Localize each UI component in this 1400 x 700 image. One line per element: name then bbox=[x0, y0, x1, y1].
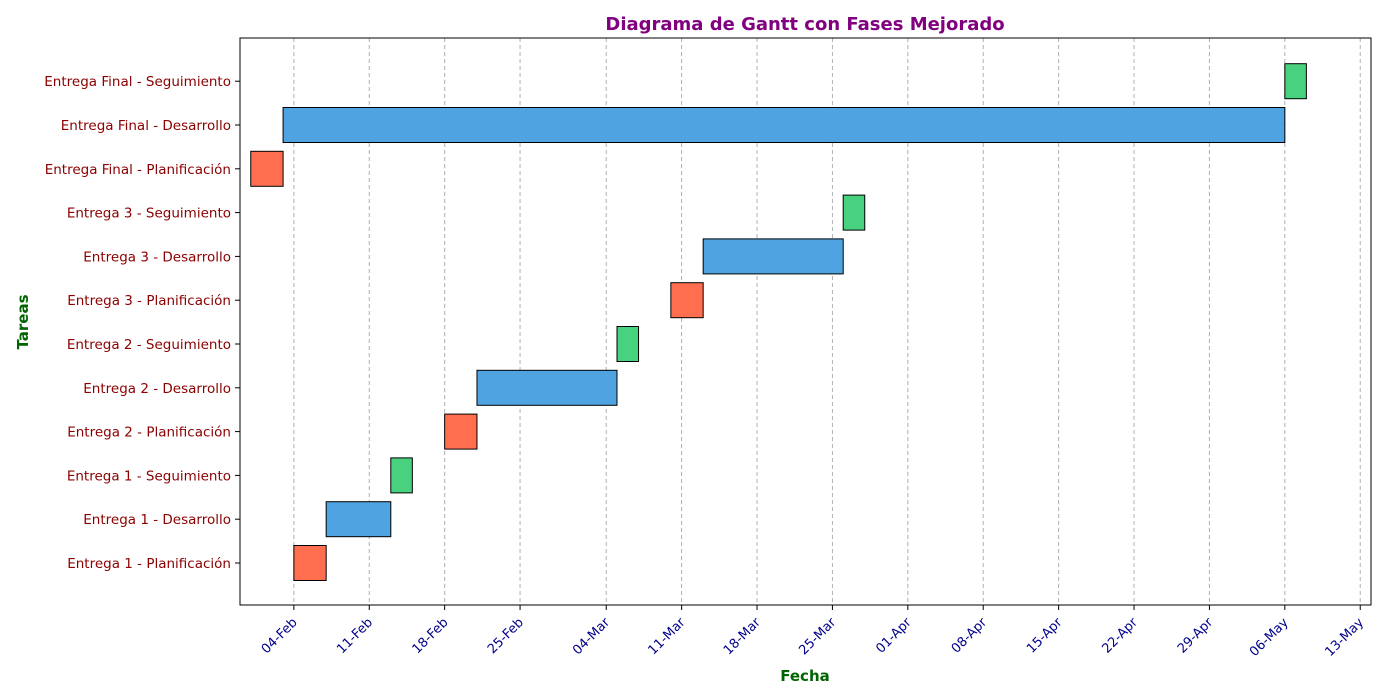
plot-frame bbox=[239, 37, 1372, 606]
gantt-bar bbox=[616, 326, 640, 362]
gantt-bars bbox=[250, 63, 1307, 581]
gantt-bar bbox=[842, 194, 866, 231]
y-axis-label: Tareas bbox=[14, 294, 32, 349]
y-tick-label: Entrega 2 - Planificación bbox=[67, 425, 231, 441]
y-tick-label: Entrega 2 - Seguimiento bbox=[67, 337, 231, 353]
gantt-bar bbox=[670, 282, 704, 319]
y-tick-label: Entrega 3 - Planificación bbox=[67, 293, 231, 309]
gantt-bar bbox=[1284, 63, 1307, 100]
gantt-bar bbox=[444, 413, 478, 450]
gantt-bar bbox=[293, 545, 327, 581]
y-tick-label: Entrega Final - Planificación bbox=[45, 162, 231, 178]
y-ticks: Entrega 1 - Planificación Entrega 1 - Des… bbox=[44, 74, 240, 572]
y-tick-label: Entrega Final - Desarrollo bbox=[61, 118, 231, 134]
gantt-bar bbox=[250, 150, 284, 187]
y-tick-label: Entrega 3 - Desarrollo bbox=[83, 249, 231, 265]
gantt-bar bbox=[476, 369, 618, 406]
y-tick-label: Entrega 1 - Planificación bbox=[67, 556, 231, 572]
x-axis-label: Fecha bbox=[780, 667, 830, 685]
gantt-bar bbox=[702, 238, 844, 275]
y-tick-label: Entrega Final - Seguimiento bbox=[44, 74, 231, 90]
gantt-bar bbox=[390, 457, 413, 494]
chart-title: Diagrama de Gantt con Fases Mejorado bbox=[605, 14, 1004, 35]
gantt-bar bbox=[282, 107, 1286, 143]
y-tick-label: Entrega 2 - Desarrollo bbox=[83, 381, 231, 397]
y-tick-label: Entrega 1 - Desarrollo bbox=[83, 512, 231, 528]
y-tick-label: Entrega 3 - Seguimiento bbox=[67, 206, 231, 222]
y-tick-label: Entrega 1 - Seguimiento bbox=[67, 468, 231, 484]
gantt-bar bbox=[325, 501, 392, 538]
